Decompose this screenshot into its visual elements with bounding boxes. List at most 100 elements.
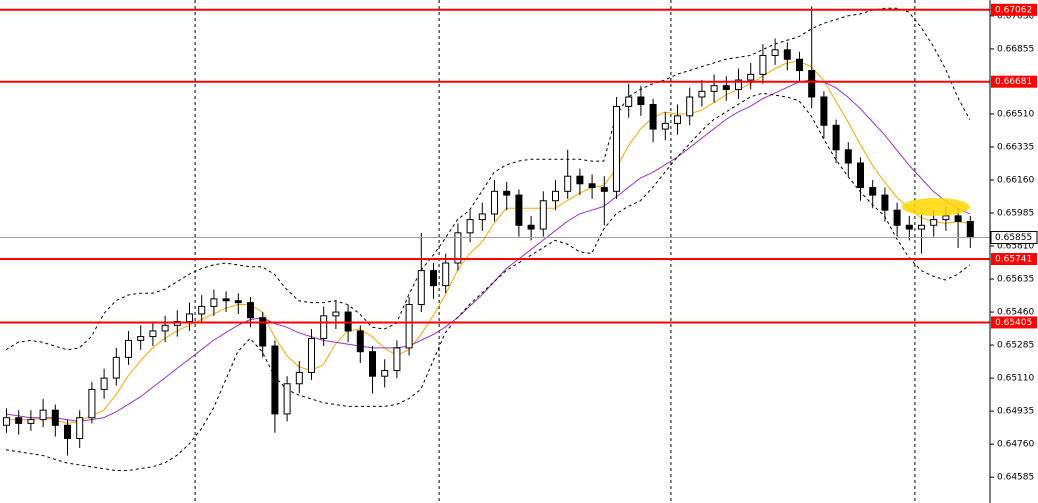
candle-body — [710, 85, 718, 92]
candle-body — [308, 337, 315, 373]
axis-layer: 0.67030 0.66855 0.66510 0.66335 0.66160 0.659… — [990, 3, 1038, 483]
candle-body — [198, 305, 206, 315]
candle-body — [149, 330, 157, 338]
candle-body — [539, 200, 547, 230]
y-tick-label: 0.66160 — [997, 175, 1034, 185]
candle-body — [466, 219, 474, 234]
candle-body — [417, 270, 425, 306]
candle-body — [332, 311, 340, 317]
y-tick-label: 0.64585 — [997, 473, 1034, 483]
candle-body — [15, 417, 23, 424]
candle-body — [637, 96, 645, 106]
candle-body — [930, 219, 938, 226]
y-tick-label: 0.67030 — [997, 11, 1034, 21]
candle-body — [442, 262, 450, 287]
candle-body — [796, 58, 803, 72]
candle-body — [674, 115, 681, 124]
candle-body — [747, 73, 755, 81]
highlight-ellipse — [902, 198, 970, 216]
candle-body — [661, 122, 669, 130]
level-layer — [0, 8, 990, 324]
candle-body — [966, 221, 974, 239]
candle-body — [393, 347, 401, 372]
candle-body — [186, 313, 193, 322]
indicator-line — [5, 7, 971, 351]
candle-body — [320, 315, 328, 339]
candle-body — [27, 419, 35, 424]
candle-body — [600, 187, 608, 192]
y-tick-label: 0.65985 — [997, 209, 1034, 219]
candle-body — [869, 187, 877, 196]
candle-body — [918, 224, 925, 230]
candle-body — [820, 96, 828, 126]
candle-body — [39, 409, 47, 421]
candle-body — [771, 49, 779, 56]
level-label: 0.67062 — [995, 5, 1032, 15]
y-tick-label: 0.65635 — [997, 275, 1034, 285]
candle-body — [844, 149, 852, 164]
candle-body — [649, 104, 657, 130]
y-tick-label: 0.65460 — [997, 308, 1034, 318]
candle-body — [503, 190, 511, 196]
candle-body — [905, 224, 913, 230]
current-price-box — [990, 231, 1038, 245]
candle-body — [625, 96, 633, 107]
y-tick-label: 0.64935 — [997, 407, 1034, 417]
candle-body — [515, 194, 523, 226]
candle-body — [564, 175, 572, 192]
current-price-label: 0.65855 — [995, 233, 1032, 243]
y-tick-label: 0.65110 — [997, 374, 1034, 384]
candle-body — [112, 356, 120, 379]
candle-body — [234, 300, 242, 304]
candle-body — [125, 339, 132, 358]
y-tick-label: 0.65285 — [997, 341, 1034, 351]
candle-body — [576, 175, 584, 185]
candle-body — [686, 96, 694, 117]
level-label: 0.66681 — [995, 77, 1032, 87]
level-box — [991, 75, 1037, 88]
candle-layer — [3, 6, 974, 456]
candle-body — [381, 370, 389, 377]
candle-body — [356, 330, 364, 353]
candle-body — [405, 304, 413, 349]
candle-body — [259, 317, 267, 347]
candle-body — [832, 124, 840, 151]
candle-body — [588, 183, 596, 189]
candle-body — [857, 162, 864, 189]
candle-body — [454, 232, 462, 264]
candle-body — [893, 209, 901, 226]
candle-body — [722, 85, 730, 90]
candle-body — [76, 417, 84, 439]
candle-body — [222, 298, 230, 302]
candle-body — [283, 383, 291, 415]
candle-body — [137, 336, 145, 341]
level-label: 0.65741 — [995, 255, 1032, 265]
candle-body — [881, 194, 889, 211]
y-tick-label: 0.64760 — [997, 440, 1034, 450]
level-box — [991, 316, 1037, 329]
candle-body — [613, 105, 620, 192]
candle-body — [369, 351, 376, 377]
candle-body — [783, 49, 791, 60]
y-tick-label: 0.66510 — [997, 109, 1034, 119]
candle-body — [942, 215, 950, 221]
indicator-line — [5, 92, 971, 472]
candle-body — [698, 90, 706, 98]
candle-body — [954, 215, 962, 223]
candle-body — [552, 190, 559, 202]
candle-body — [491, 190, 498, 215]
candle-body — [247, 302, 254, 319]
indicator-line — [6, 60, 970, 424]
candle-body — [210, 298, 218, 307]
candle-body — [64, 424, 71, 439]
level-box — [991, 3, 1037, 16]
candle-body — [735, 79, 742, 90]
candle-body — [430, 270, 437, 287]
level-box — [991, 253, 1037, 266]
y-tick-label: 0.66335 — [997, 142, 1034, 152]
candle-body — [88, 388, 96, 419]
level-label: 0.65405 — [995, 318, 1032, 328]
y-tick-label: 0.66855 — [997, 44, 1034, 54]
candle-body — [3, 417, 10, 426]
